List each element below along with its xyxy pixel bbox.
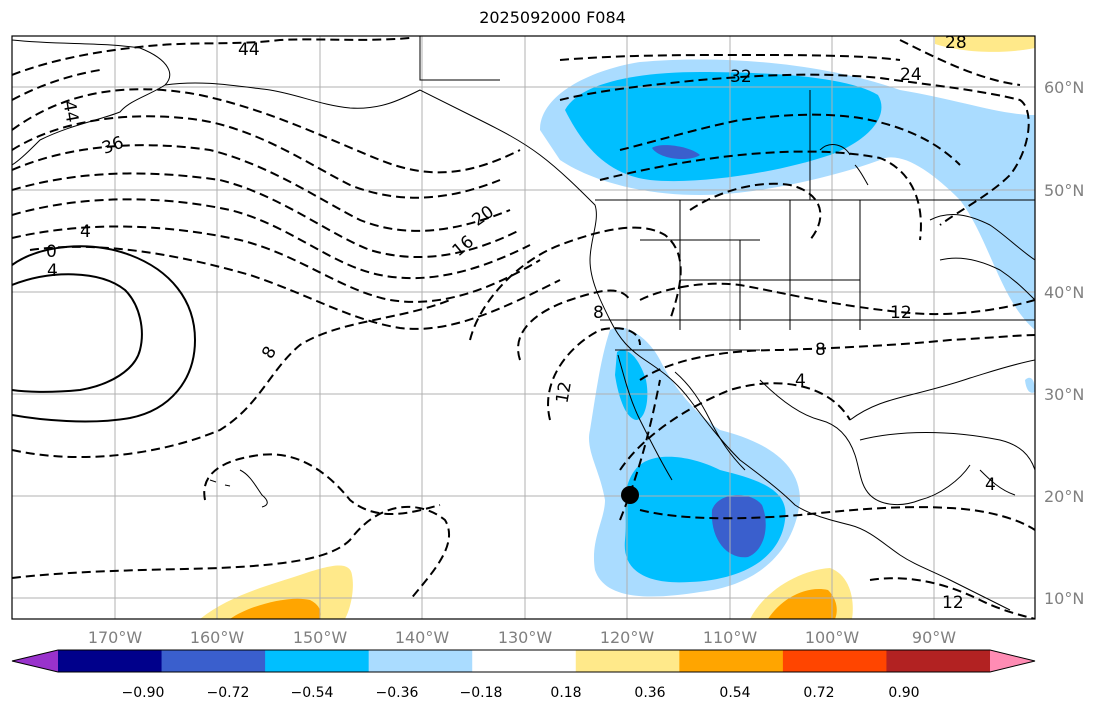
contour-label: 28: [945, 33, 967, 53]
contour-label: 4: [80, 222, 91, 242]
contour-label: 32: [730, 67, 752, 87]
anomaly-fill-east-blue: [1025, 377, 1035, 393]
contour-label: 8: [815, 340, 826, 360]
colorbar: [11, 649, 1036, 673]
colorbar-segment: [886, 650, 991, 672]
colorbar-tick-label: −0.18: [460, 685, 503, 701]
lon-label: 120°W: [600, 628, 655, 647]
lon-label: 150°W: [293, 628, 348, 647]
lat-label: 20°N: [1044, 487, 1084, 506]
storm-position-marker: [621, 486, 639, 504]
lat-label: 10°N: [1044, 589, 1084, 608]
lat-label: 50°N: [1044, 181, 1084, 200]
colorbar-ticks: −0.90 −0.72 −0.54 −0.36 −0.18 0.18 0.36 …: [122, 685, 920, 701]
colorbar-tick-label: 0.72: [803, 685, 834, 701]
latitude-labels: 60°N 50°N 40°N 30°N 20°N 10°N: [1044, 78, 1084, 608]
lat-label: 40°N: [1044, 283, 1084, 302]
colorbar-segment: [782, 650, 887, 672]
anomaly-fills: [200, 36, 1035, 619]
anomaly-fill-baja-mid: [615, 350, 648, 420]
colorbar-segment: [368, 650, 473, 672]
map-frame: [11, 35, 1036, 620]
contour-label: 12: [552, 380, 575, 405]
lon-label: 170°W: [88, 628, 143, 647]
colorbar-segment: [58, 650, 163, 672]
colorbar-extend-max: [990, 650, 1035, 672]
dashed-contours: [12, 37, 1035, 619]
lon-label: 90°W: [912, 628, 956, 647]
lon-label: 160°W: [190, 628, 245, 647]
contour-label: 4: [47, 261, 58, 281]
colorbar-tick-label: −0.36: [376, 685, 419, 701]
contour-label: 8: [593, 303, 604, 323]
lon-label: 140°W: [395, 628, 450, 647]
colorbar-outline: [11, 649, 1036, 673]
colorbar-segment: [679, 650, 784, 672]
colorbar-tick-label: 0.54: [719, 685, 750, 701]
graticule: [12, 36, 1035, 619]
anomaly-fill-west-pos-mid: [230, 598, 321, 619]
longitude-labels: 170°W 160°W 150°W 140°W 130°W 120°W 110°…: [88, 628, 956, 647]
lat-label: 60°N: [1044, 78, 1084, 97]
lon-label: 130°W: [498, 628, 553, 647]
lat-label: 30°N: [1044, 385, 1084, 404]
colorbar-tick-label: −0.54: [291, 685, 334, 701]
contour-label: 44: [58, 99, 81, 124]
colorbar-extend-min: [12, 650, 58, 672]
anomaly-fill-canada-mid: [565, 72, 882, 182]
contour-label: 0: [46, 242, 57, 262]
contour-label: 4: [795, 371, 806, 391]
lon-label: 100°W: [805, 628, 860, 647]
colorbar-tick-label: 0.90: [888, 685, 919, 701]
contour-label: 12: [890, 303, 912, 323]
colorbar-segment: [472, 650, 577, 672]
colorbar-segment: [161, 650, 266, 672]
anomaly-fill-pacific-dark: [711, 494, 766, 558]
colorbar-tick-label: −0.72: [207, 685, 250, 701]
colorbar-segment: [575, 650, 680, 672]
colorbar-segment: [265, 650, 370, 672]
colorbar-tick-label: 0.36: [634, 685, 665, 701]
lon-label: 110°W: [703, 628, 758, 647]
coastlines: [12, 36, 1035, 611]
colorbar-tick-label: −0.90: [122, 685, 165, 701]
contour-label: 24: [900, 65, 922, 85]
anomaly-fill-east-pos-mid: [768, 589, 837, 619]
anomaly-fill-arctic-pos: [935, 36, 1035, 52]
map-title: 2025092000 F084: [479, 8, 626, 27]
anomaly-fill-canada-dark: [652, 145, 700, 160]
contour-label: 4: [985, 475, 996, 495]
contour-label: 12: [942, 593, 964, 613]
contour-label: 44: [238, 40, 260, 60]
colorbar-tick-label: 0.18: [550, 685, 581, 701]
